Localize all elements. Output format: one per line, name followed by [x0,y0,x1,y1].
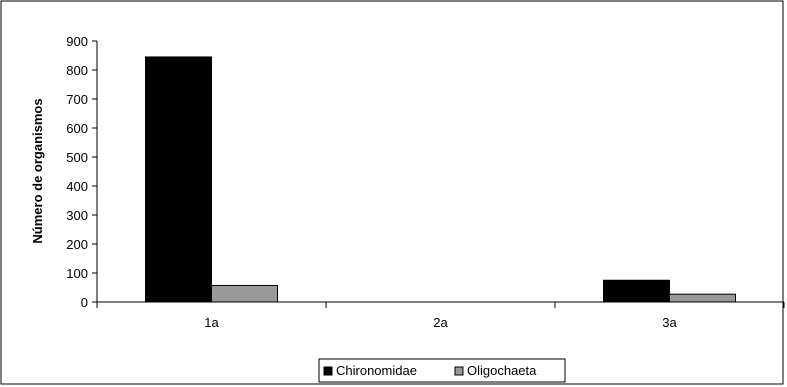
y-tick-label: 0 [81,295,88,310]
x-tick-label-2a: 2a [433,315,448,330]
bars [145,56,736,303]
y-tick-label: 300 [66,208,88,223]
x-tick-label-3a: 3a [662,315,677,330]
x-tick-label-1a: 1a [204,315,219,330]
legend-box [318,358,566,383]
legend-swatch-chironomidae [323,366,333,376]
legend-label-oligochaeta: Oligochaeta [467,363,537,378]
y-tick-label: 800 [66,63,88,78]
bar-chironomidae-1a [145,56,212,303]
y-tick-label: 100 [66,266,88,281]
y-tick-label: 200 [66,237,88,252]
y-tick-label: 900 [66,34,88,49]
x-axis-ticks: 1a 2a 3a [96,302,785,330]
legend-label-chironomidae: Chironomidae [336,363,417,378]
y-axis-title: Número de organismos [30,98,45,243]
y-tick-label: 700 [66,92,88,107]
bar-oligochaeta-1a [211,284,278,303]
legend-swatch-oligochaeta [454,366,464,376]
y-tick-label: 600 [66,121,88,136]
y-tick-label: 400 [66,179,88,194]
bar-chironomidae-3a [603,279,670,303]
y-axis-ticks: 0 100 200 300 400 500 600 700 800 900 [66,34,97,310]
y-tick-label: 500 [66,150,88,165]
legend: Chironomidae Oligochaeta [318,358,566,383]
bar-oligochaeta-3a [669,293,736,303]
